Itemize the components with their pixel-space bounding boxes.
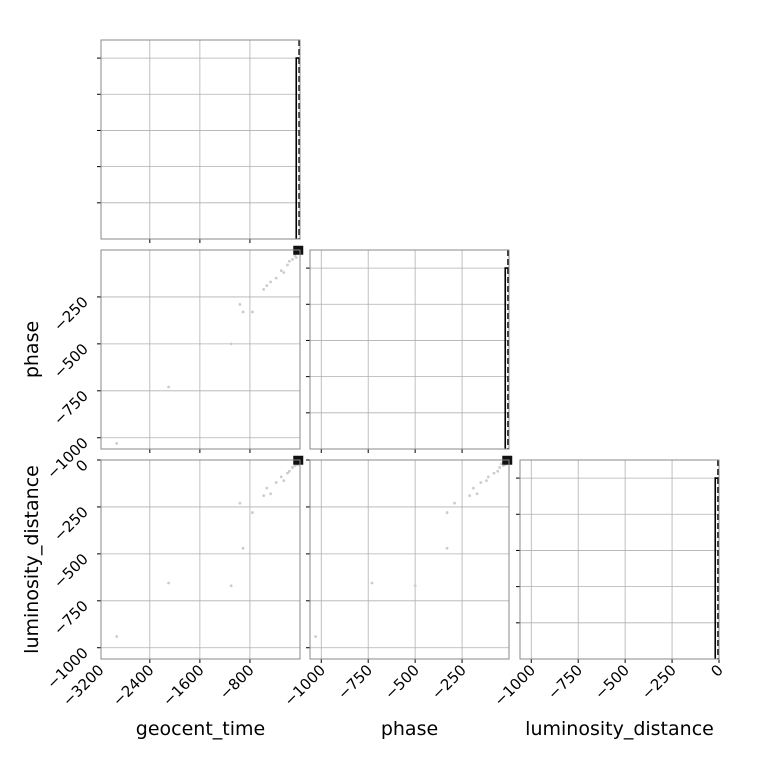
sample-point — [291, 257, 294, 261]
x-axis-title: geocent_time — [136, 718, 265, 740]
panel-luminosity_distance-hist — [516, 459, 720, 663]
x-tick-label: −500 — [591, 661, 633, 703]
x-tick-label: −750 — [334, 661, 376, 703]
sample-point — [287, 469, 291, 473]
sample-point — [241, 310, 245, 314]
sample-point — [370, 581, 374, 585]
panel-phase-hist — [306, 249, 510, 453]
x-axis-title: phase — [381, 718, 438, 740]
panel-geocent_time-vs-luminosity_distance — [97, 455, 304, 663]
sample-point — [274, 276, 278, 280]
sample-point — [291, 466, 294, 469]
sample-point — [279, 475, 283, 479]
sample-point — [167, 385, 170, 389]
sample-point — [265, 486, 269, 490]
y-axis-title: phase — [21, 321, 43, 378]
sample-point — [115, 635, 119, 638]
sample-point — [238, 303, 242, 306]
sample-point — [486, 475, 490, 479]
sample-point — [262, 288, 266, 291]
sample-point — [251, 310, 254, 314]
sample-point — [498, 466, 502, 469]
y-tick-label: −750 — [50, 597, 92, 639]
sample-point — [251, 511, 254, 514]
sample-point — [453, 501, 456, 505]
sample-point — [282, 479, 286, 483]
sample-point — [241, 546, 245, 550]
panel-frame — [100, 459, 301, 660]
sample-point — [265, 284, 269, 288]
sample-point — [468, 494, 471, 498]
y-tick-label: −250 — [50, 293, 92, 335]
y-tick-label: 0 — [72, 456, 91, 475]
panel-frame — [100, 39, 301, 240]
sample-point — [500, 462, 503, 466]
x-tick-label: −250 — [638, 661, 680, 703]
y-axis-title: luminosity_distance — [21, 465, 43, 654]
y-tick-label: −750 — [50, 387, 92, 429]
sample-point — [287, 259, 291, 263]
sample-point — [471, 486, 475, 490]
sample-point — [445, 546, 449, 550]
y-tick-label: −500 — [50, 340, 92, 382]
panel-frame — [100, 249, 301, 450]
sample-point — [282, 271, 286, 274]
sample-point — [475, 492, 479, 496]
sample-point — [274, 481, 278, 484]
sample-point — [413, 584, 417, 588]
panel-frame — [309, 249, 510, 450]
sample-point — [279, 269, 283, 273]
sample-point — [314, 635, 318, 638]
sample-point — [115, 441, 119, 445]
sample-point — [262, 494, 266, 498]
panel-phase-vs-luminosity_distance — [306, 455, 513, 663]
x-tick-label: −800 — [216, 661, 258, 703]
sample-point — [167, 581, 170, 585]
panel-geocent_time-vs-phase — [97, 245, 304, 453]
panel-frame — [519, 459, 720, 660]
sample-point — [269, 280, 272, 284]
sample-point — [445, 511, 449, 514]
sample-point — [269, 492, 272, 496]
x-tick-label: −250 — [428, 661, 470, 703]
sample-point — [485, 479, 488, 483]
sample-point — [496, 469, 500, 473]
sample-point — [286, 471, 289, 475]
x-tick-label: −1000 — [280, 661, 329, 710]
x-tick-label: −750 — [544, 661, 586, 703]
sample-point — [238, 501, 242, 505]
panel-frame — [309, 459, 510, 660]
y-tick-label: −500 — [50, 550, 92, 592]
x-axis-title: luminosity_distance — [525, 718, 714, 740]
y-tick-label: −250 — [50, 503, 92, 545]
panel-geocent_time-hist — [97, 39, 301, 243]
sample-point — [492, 471, 496, 475]
sample-point — [294, 256, 298, 259]
sample-point — [286, 263, 289, 267]
sample-point — [479, 481, 483, 484]
x-tick-label: −2400 — [109, 661, 158, 710]
sample-point — [229, 342, 233, 346]
x-tick-label: −1600 — [159, 661, 208, 710]
sample-point — [229, 584, 233, 588]
x-tick-label: 0 — [707, 661, 726, 680]
x-tick-label: −1000 — [490, 661, 539, 710]
x-tick-label: −500 — [381, 661, 423, 703]
